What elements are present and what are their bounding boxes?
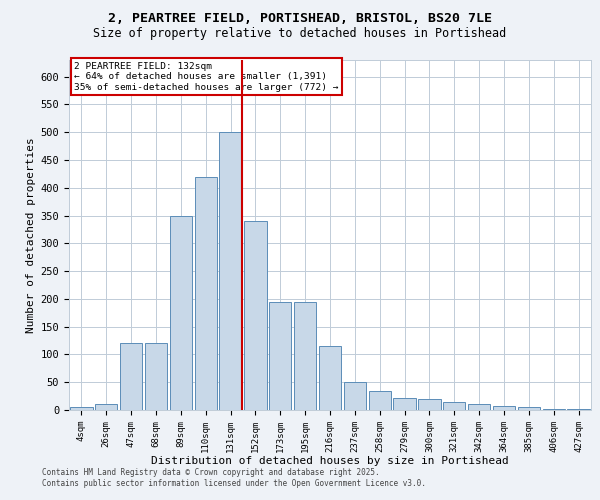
Text: 2, PEARTREE FIELD, PORTISHEAD, BRISTOL, BS20 7LE: 2, PEARTREE FIELD, PORTISHEAD, BRISTOL, … [108, 12, 492, 26]
Text: 2 PEARTREE FIELD: 132sqm
← 64% of detached houses are smaller (1,391)
35% of sem: 2 PEARTREE FIELD: 132sqm ← 64% of detach… [74, 62, 339, 92]
Bar [468, 404, 490, 410]
Bar [70, 407, 92, 410]
Bar [194, 176, 217, 410]
Bar [244, 221, 266, 410]
Bar [368, 390, 391, 410]
Bar [120, 344, 142, 410]
Bar [418, 399, 440, 410]
Y-axis label: Number of detached properties: Number of detached properties [26, 137, 37, 333]
Bar [95, 404, 118, 410]
Text: Contains HM Land Registry data © Crown copyright and database right 2025.
Contai: Contains HM Land Registry data © Crown c… [42, 468, 426, 487]
Bar [443, 402, 466, 410]
Bar [493, 406, 515, 410]
Bar [145, 344, 167, 410]
Bar [344, 382, 366, 410]
Text: Size of property relative to detached houses in Portishead: Size of property relative to detached ho… [94, 28, 506, 40]
Bar [394, 398, 416, 410]
Bar [542, 409, 565, 410]
Bar [220, 132, 242, 410]
Bar [294, 302, 316, 410]
Bar [319, 346, 341, 410]
Bar [518, 407, 540, 410]
Bar [170, 216, 192, 410]
Bar [568, 409, 590, 410]
X-axis label: Distribution of detached houses by size in Portishead: Distribution of detached houses by size … [151, 456, 509, 466]
Bar [269, 302, 292, 410]
